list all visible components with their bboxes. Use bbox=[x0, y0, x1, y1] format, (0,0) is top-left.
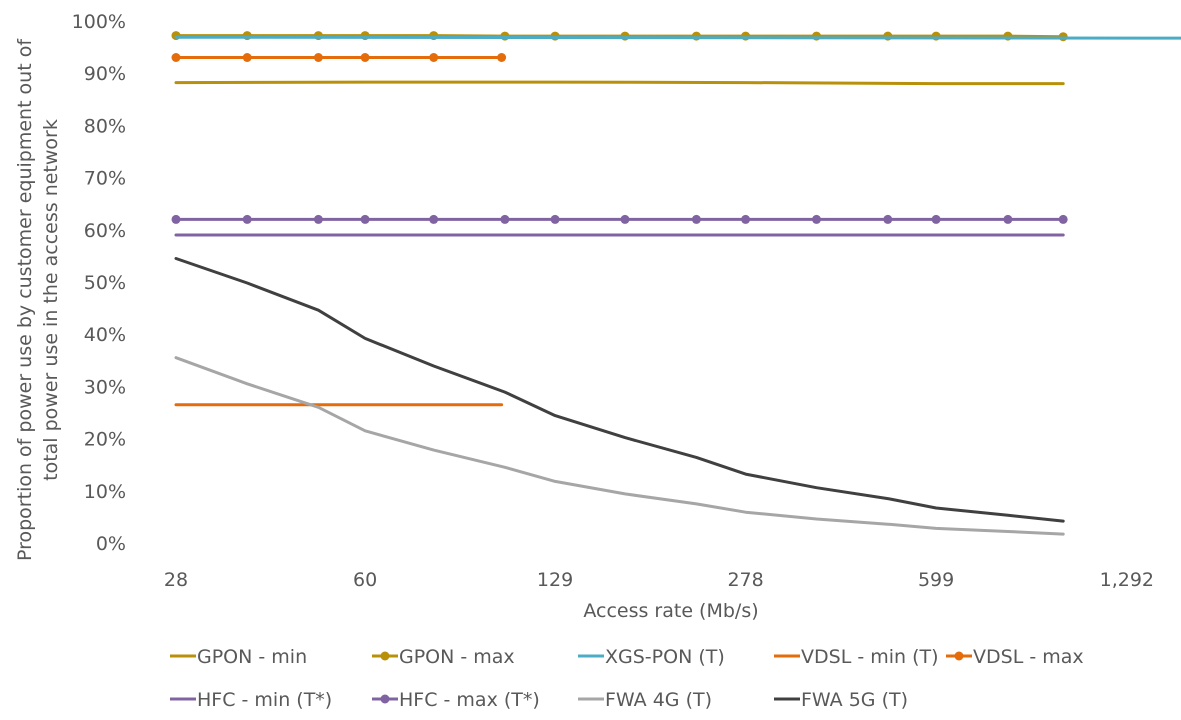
data-point bbox=[361, 215, 370, 224]
y-axis-title-line-2: total power use in the access network bbox=[40, 119, 62, 481]
series-hfc-max-t bbox=[172, 215, 1068, 224]
data-point bbox=[497, 53, 506, 62]
y-tick-label: 90% bbox=[84, 63, 126, 85]
legend-label: VDSL - min (T) bbox=[801, 646, 939, 668]
legend-item: FWA 5G (T) bbox=[774, 689, 908, 711]
data-point bbox=[551, 215, 560, 224]
y-axis-title-line-1: Proportion of power use by customer equi… bbox=[14, 38, 36, 561]
data-point bbox=[243, 53, 252, 62]
data-point bbox=[621, 32, 630, 41]
x-tick-label: 278 bbox=[727, 569, 763, 591]
y-tick-label: 100% bbox=[72, 11, 126, 33]
x-tick-label: 129 bbox=[537, 569, 573, 591]
x-axis-ticks: 28 60 129 278 599 1,292 bbox=[164, 569, 1154, 591]
series-line bbox=[176, 37, 1181, 38]
legend-item: GPON - max bbox=[372, 646, 515, 668]
data-point bbox=[692, 32, 701, 41]
series-layer bbox=[172, 31, 1181, 534]
legend-label: XGS-PON (T) bbox=[605, 646, 725, 668]
data-point bbox=[883, 215, 892, 224]
data-point bbox=[932, 215, 941, 224]
series-line bbox=[176, 259, 1063, 522]
x-tick-label: 599 bbox=[918, 569, 954, 591]
legend-item: VDSL - min (T) bbox=[774, 646, 939, 668]
data-point bbox=[243, 215, 252, 224]
x-tick-label: 60 bbox=[353, 569, 377, 591]
legend-marker bbox=[381, 695, 390, 704]
y-tick-label: 60% bbox=[84, 220, 126, 242]
x-tick-label: 1,292 bbox=[1100, 569, 1154, 591]
series-gpon-min bbox=[176, 82, 1063, 84]
series-vdsl-max bbox=[172, 53, 507, 62]
legend-item: XGS-PON (T) bbox=[578, 646, 725, 668]
y-tick-label: 40% bbox=[84, 324, 126, 346]
x-tick-label: 28 bbox=[164, 569, 188, 591]
legend-item: HFC - min (T*) bbox=[170, 689, 332, 711]
legend-item: HFC - max (T*) bbox=[372, 689, 540, 711]
data-point bbox=[741, 32, 750, 41]
y-tick-label: 70% bbox=[84, 168, 126, 190]
data-point bbox=[741, 215, 750, 224]
legend: GPON - min GPON - max XGS-PON (T) VDSL - mi… bbox=[170, 646, 1084, 711]
data-point bbox=[314, 53, 323, 62]
legend-marker bbox=[381, 652, 390, 661]
data-point bbox=[429, 215, 438, 224]
series-line bbox=[176, 82, 1063, 84]
legend-item: FWA 4G (T) bbox=[578, 689, 712, 711]
data-point bbox=[429, 53, 438, 62]
legend-label: HFC - min (T*) bbox=[197, 689, 332, 711]
y-tick-label: 10% bbox=[84, 481, 126, 503]
data-point bbox=[172, 31, 181, 40]
y-tick-label: 80% bbox=[84, 115, 126, 137]
legend-label: VDSL - max bbox=[973, 646, 1084, 668]
data-point bbox=[1059, 215, 1068, 224]
legend-marker bbox=[955, 652, 964, 661]
legend-label: GPON - max bbox=[399, 646, 515, 668]
legend-label: FWA 4G (T) bbox=[605, 689, 712, 711]
data-point bbox=[314, 215, 323, 224]
data-point bbox=[812, 215, 821, 224]
series-fwa-5g-t bbox=[176, 259, 1063, 522]
legend-item: VDSL - max bbox=[946, 646, 1084, 668]
data-point bbox=[692, 215, 701, 224]
series-xgs-pon-t bbox=[176, 37, 1181, 38]
data-point bbox=[361, 53, 370, 62]
y-tick-label: 0% bbox=[96, 533, 126, 555]
legend-item: GPON - min bbox=[170, 646, 307, 668]
y-tick-label: 20% bbox=[84, 429, 126, 451]
data-point bbox=[621, 215, 630, 224]
legend-label: HFC - max (T*) bbox=[399, 689, 540, 711]
data-point bbox=[172, 215, 181, 224]
y-axis-title: Proportion of power use by customer equi… bbox=[14, 38, 62, 561]
data-point bbox=[172, 53, 181, 62]
legend-label: FWA 5G (T) bbox=[801, 689, 908, 711]
y-tick-label: 50% bbox=[84, 272, 126, 294]
data-point bbox=[500, 215, 509, 224]
y-axis-ticks: 0% 10% 20% 30% 40% 50% 60% 70% 80% 90% 100% bbox=[72, 11, 126, 555]
legend-label: GPON - min bbox=[197, 646, 307, 668]
y-tick-label: 30% bbox=[84, 376, 126, 398]
x-axis-title: Access rate (Mb/s) bbox=[583, 600, 758, 622]
data-point bbox=[1003, 215, 1012, 224]
